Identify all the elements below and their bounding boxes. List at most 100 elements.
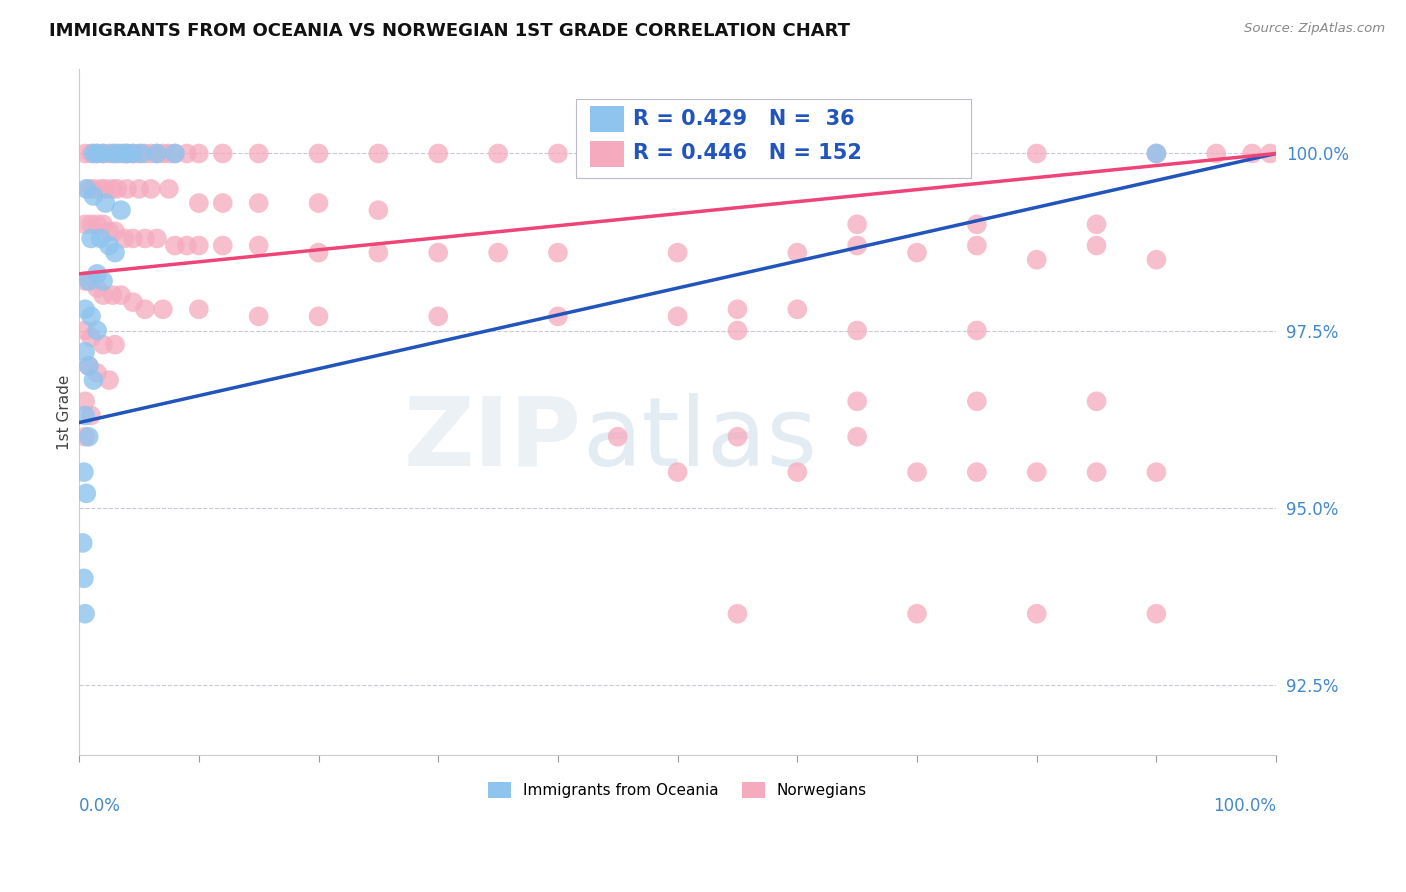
Point xyxy=(104,146,127,161)
Point xyxy=(547,146,569,161)
Point xyxy=(152,146,174,161)
Point xyxy=(115,182,138,196)
Point xyxy=(114,146,136,161)
Point xyxy=(75,146,97,161)
Point xyxy=(77,359,100,373)
Point xyxy=(75,217,97,231)
Point xyxy=(75,486,97,500)
Point xyxy=(727,324,749,338)
Text: 100.0%: 100.0% xyxy=(1213,797,1277,814)
Point xyxy=(846,217,869,231)
Point xyxy=(367,203,389,218)
Point xyxy=(211,196,233,211)
Point xyxy=(139,146,162,161)
Point xyxy=(1085,394,1108,409)
Point xyxy=(77,359,100,373)
Point xyxy=(134,302,156,317)
Point xyxy=(131,146,153,161)
Point xyxy=(1085,465,1108,479)
Point xyxy=(367,146,389,161)
Point xyxy=(727,146,749,161)
Point xyxy=(163,146,186,161)
Point xyxy=(146,231,169,245)
Point xyxy=(846,430,869,444)
Point xyxy=(786,146,808,161)
Point xyxy=(666,146,689,161)
Point xyxy=(80,231,103,245)
Point xyxy=(91,217,114,231)
Point xyxy=(1144,146,1167,161)
Point xyxy=(72,536,94,550)
Point xyxy=(82,373,104,387)
Point xyxy=(107,182,129,196)
Point xyxy=(1144,607,1167,621)
Point xyxy=(247,238,270,252)
Point xyxy=(905,465,928,479)
Text: ZIP: ZIP xyxy=(404,392,582,486)
Point xyxy=(101,182,124,196)
Point xyxy=(110,203,132,218)
Point xyxy=(80,409,103,423)
Text: 0.0%: 0.0% xyxy=(79,797,121,814)
Point xyxy=(187,146,209,161)
Point xyxy=(966,394,988,409)
Point xyxy=(86,267,108,281)
Point xyxy=(110,288,132,302)
Point xyxy=(128,146,150,161)
Point xyxy=(82,189,104,203)
Point xyxy=(308,245,330,260)
Point xyxy=(122,146,145,161)
Point xyxy=(786,465,808,479)
Point xyxy=(75,430,97,444)
Point xyxy=(75,274,97,288)
Point xyxy=(75,324,97,338)
Point xyxy=(82,146,104,161)
Point xyxy=(1025,146,1047,161)
Point xyxy=(75,394,97,409)
Point xyxy=(547,310,569,324)
Point xyxy=(104,245,127,260)
Point xyxy=(1025,465,1047,479)
Point xyxy=(75,409,97,423)
FancyBboxPatch shape xyxy=(591,141,624,167)
Point xyxy=(91,288,114,302)
Point xyxy=(786,245,808,260)
Point xyxy=(157,146,180,161)
Point xyxy=(846,238,869,252)
Point xyxy=(308,196,330,211)
Point xyxy=(80,330,103,344)
Point xyxy=(666,245,689,260)
Point xyxy=(1144,146,1167,161)
Point xyxy=(187,302,209,317)
Point xyxy=(666,465,689,479)
Point xyxy=(905,245,928,260)
Point xyxy=(247,196,270,211)
Point xyxy=(187,196,209,211)
Point xyxy=(107,146,129,161)
Point xyxy=(146,146,169,161)
Legend: Immigrants from Oceania, Norwegians: Immigrants from Oceania, Norwegians xyxy=(481,775,875,806)
Point xyxy=(139,182,162,196)
Point xyxy=(308,146,330,161)
Point xyxy=(247,146,270,161)
Point xyxy=(104,337,127,351)
Point xyxy=(1025,252,1047,267)
Point xyxy=(606,430,628,444)
Point xyxy=(86,146,108,161)
Point xyxy=(115,146,138,161)
Point xyxy=(247,310,270,324)
Point xyxy=(98,224,121,238)
Point xyxy=(134,231,156,245)
Text: IMMIGRANTS FROM OCEANIA VS NORWEGIAN 1ST GRADE CORRELATION CHART: IMMIGRANTS FROM OCEANIA VS NORWEGIAN 1ST… xyxy=(49,22,851,40)
Point xyxy=(1025,607,1047,621)
Point xyxy=(110,146,132,161)
Point xyxy=(211,146,233,161)
Point xyxy=(80,146,103,161)
Point xyxy=(157,182,180,196)
Point xyxy=(966,324,988,338)
Point xyxy=(128,182,150,196)
Point xyxy=(606,146,628,161)
Point xyxy=(101,146,124,161)
Point xyxy=(80,217,103,231)
Point xyxy=(90,231,112,245)
